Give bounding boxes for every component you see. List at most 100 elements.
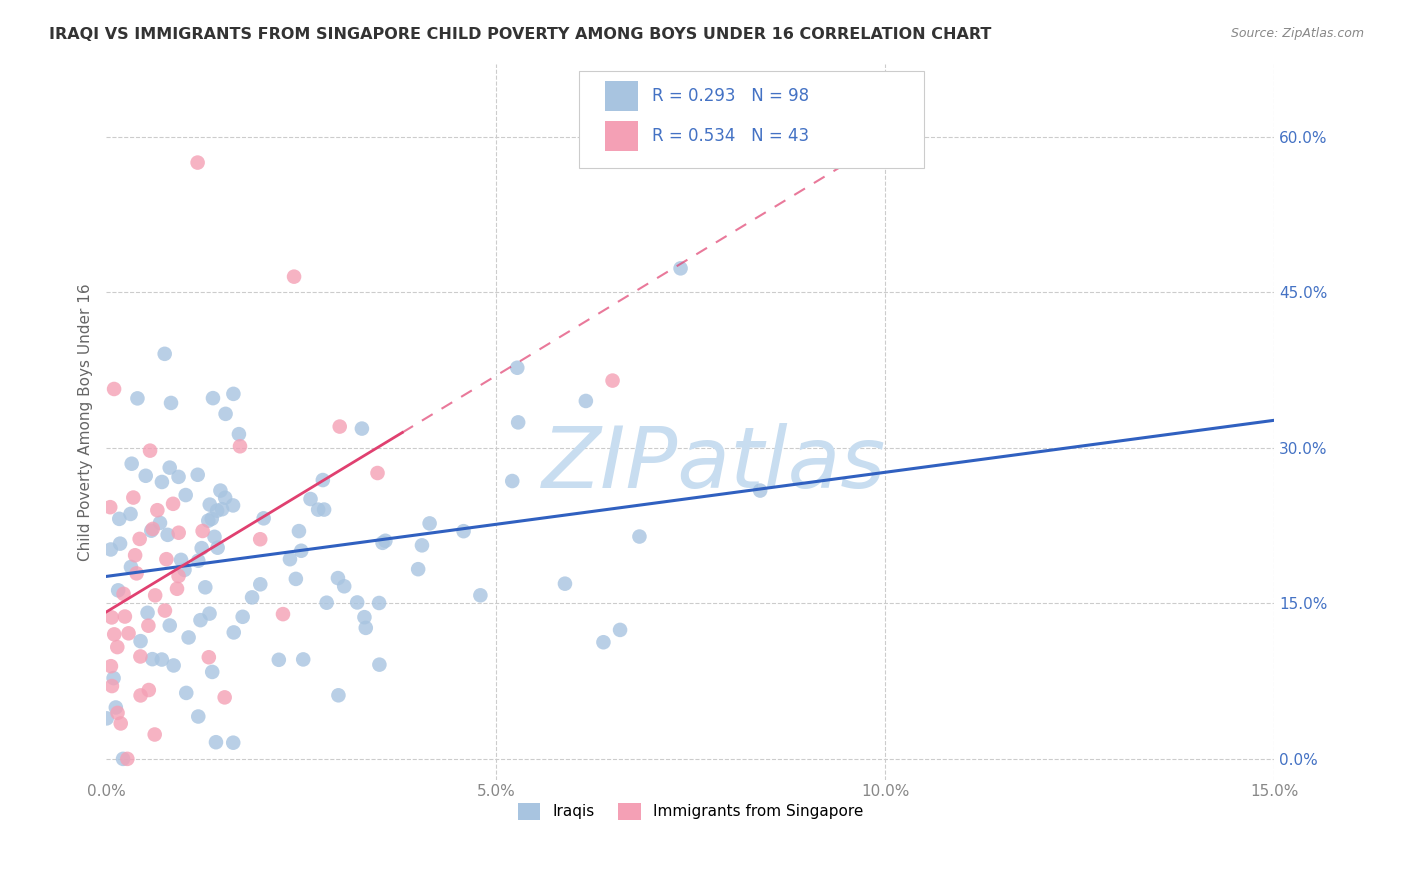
Point [201, 391, 224, 405]
Point [190, 541, 212, 556]
Text: R = 0.293   N = 98: R = 0.293 N = 98 [652, 87, 808, 105]
Text: Source: ZipAtlas.com: Source: ZipAtlas.com [1230, 27, 1364, 40]
Point [333, 579, 356, 593]
Point [143, 588, 166, 602]
Point [100, 659, 122, 673]
Text: IRAQI VS IMMIGRANTS FROM SINGAPORE CHILD POVERTY AMONG BOYS UNDER 16 CORRELATION: IRAQI VS IMMIGRANTS FROM SINGAPORE CHILD… [49, 27, 991, 42]
Point [228, 427, 250, 442]
Point [108, 536, 131, 550]
Point [120, 507, 142, 521]
Point [110, 716, 132, 731]
Point [174, 686, 197, 700]
Point [125, 566, 148, 581]
Point [222, 625, 245, 640]
Point [253, 511, 276, 525]
Point [354, 621, 377, 635]
Point [112, 752, 135, 766]
Point [329, 419, 352, 434]
Point [201, 512, 224, 526]
Point [167, 470, 190, 484]
Point [187, 709, 209, 723]
Point [156, 528, 179, 542]
Point [197, 514, 219, 528]
Point [139, 443, 162, 458]
Point [108, 512, 131, 526]
Point [187, 467, 209, 482]
Point [159, 460, 181, 475]
Point [163, 658, 186, 673]
Point [292, 652, 315, 666]
Point [153, 347, 176, 361]
Point [136, 606, 159, 620]
Point [628, 530, 651, 544]
Point [96, 711, 118, 725]
Point [501, 474, 523, 488]
Text: ZIPatlas: ZIPatlas [541, 424, 886, 507]
Point [159, 618, 181, 632]
Point [198, 650, 221, 665]
Point [177, 631, 200, 645]
Point [117, 626, 139, 640]
Point [141, 524, 163, 538]
Point [167, 525, 190, 540]
Point [353, 610, 375, 624]
Point [669, 261, 692, 276]
Point [150, 652, 173, 666]
Point [554, 576, 576, 591]
Point [470, 588, 492, 602]
Point [214, 690, 236, 705]
Point [153, 603, 176, 617]
Point [174, 488, 197, 502]
Point [602, 374, 624, 388]
Point [121, 457, 143, 471]
Point [201, 665, 224, 679]
Point [371, 536, 394, 550]
Point [350, 421, 373, 435]
Point [101, 679, 124, 693]
Point [284, 572, 307, 586]
Point [267, 653, 290, 667]
Point [122, 491, 145, 505]
Point [749, 483, 772, 498]
Point [222, 387, 245, 401]
Point [138, 683, 160, 698]
Point [232, 609, 254, 624]
Point [127, 392, 149, 406]
Point [107, 706, 129, 720]
Point [167, 569, 190, 583]
Point [100, 542, 122, 557]
Point [222, 499, 245, 513]
Point [346, 595, 368, 609]
Point [146, 503, 169, 517]
Point [155, 552, 177, 566]
Point [575, 394, 598, 409]
Text: R = 0.534   N = 43: R = 0.534 N = 43 [652, 127, 808, 145]
Point [506, 360, 529, 375]
Point [307, 502, 329, 516]
Point [166, 582, 188, 596]
Point [149, 516, 172, 530]
Point [209, 483, 232, 498]
FancyBboxPatch shape [579, 71, 924, 168]
Point [315, 596, 337, 610]
Point [283, 269, 305, 284]
FancyBboxPatch shape [605, 120, 638, 151]
Point [191, 524, 214, 538]
Point [105, 640, 128, 654]
Point [100, 610, 122, 624]
Point [229, 439, 252, 453]
Point [214, 491, 236, 505]
Point [198, 498, 221, 512]
Point [299, 491, 322, 506]
Point [205, 735, 228, 749]
Point [187, 155, 209, 169]
Point [453, 524, 475, 538]
Point [326, 571, 349, 585]
Point [592, 635, 614, 649]
Point [374, 533, 396, 548]
Point [205, 504, 228, 518]
Point [240, 591, 263, 605]
Point [204, 530, 226, 544]
Point [190, 613, 212, 627]
Point [112, 587, 135, 601]
